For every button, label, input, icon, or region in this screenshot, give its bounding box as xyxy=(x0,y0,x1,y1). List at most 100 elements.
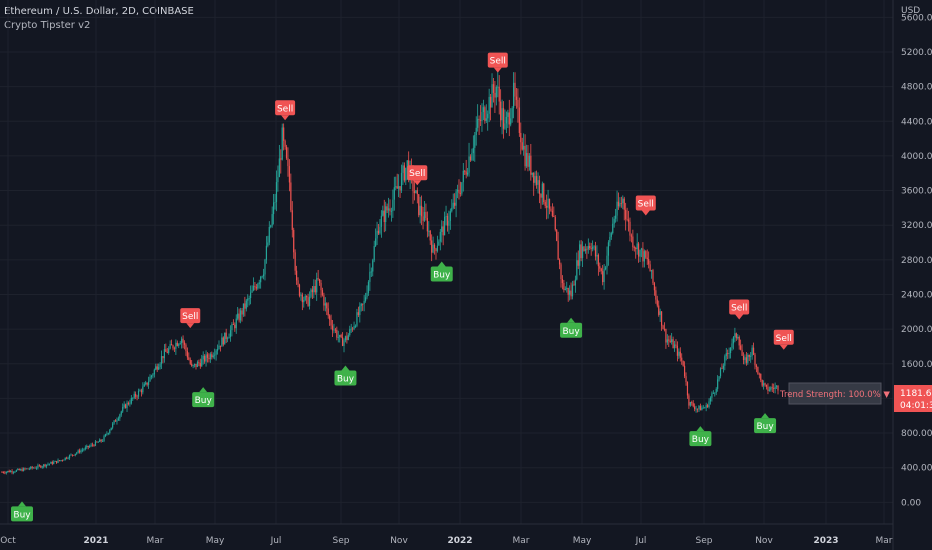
candle-body xyxy=(442,226,444,236)
candle-body xyxy=(757,367,759,374)
candle-body xyxy=(169,344,171,349)
x-tick-label: May xyxy=(573,536,592,546)
candle-body xyxy=(691,402,693,404)
candle-body xyxy=(93,445,95,446)
candle-body xyxy=(659,311,661,315)
last-price-tag: 1181.69 04:01:39 xyxy=(894,385,932,412)
candle-body xyxy=(748,354,750,357)
candle-body xyxy=(715,388,717,393)
grid xyxy=(0,0,893,524)
countdown: 04:01:39 xyxy=(900,401,932,411)
candle-body xyxy=(504,123,506,129)
candle-body xyxy=(212,355,214,358)
y-tick-label: 2800.00 xyxy=(901,256,932,266)
candle-body xyxy=(229,330,232,337)
candle-body xyxy=(666,339,668,343)
candle-body xyxy=(149,376,151,382)
candle-body xyxy=(433,244,436,249)
candle-body xyxy=(405,167,407,181)
candle-body xyxy=(137,390,140,397)
candle-body xyxy=(133,393,135,398)
candle-body xyxy=(764,383,766,385)
candle-body xyxy=(160,356,163,364)
signal-label: Buy xyxy=(337,374,355,384)
candle-body xyxy=(122,406,124,412)
candle-body xyxy=(732,337,735,344)
candle-body xyxy=(54,460,56,462)
candle-body xyxy=(139,390,141,392)
x-tick-label: Jul xyxy=(635,536,647,546)
x-tick-label: 2021 xyxy=(83,536,108,546)
candle-body xyxy=(181,338,183,344)
candle-body xyxy=(482,107,485,113)
candle-body xyxy=(90,444,92,447)
candle-body xyxy=(574,279,576,286)
candle-body xyxy=(48,463,51,465)
indicator-name[interactable]: Crypto Tipster v2 xyxy=(4,20,91,31)
candle-body xyxy=(244,303,246,309)
y-tick-label: 3600.00 xyxy=(901,187,932,197)
candle-body xyxy=(352,328,354,330)
sell-signal: Sell xyxy=(773,329,794,350)
candle-body xyxy=(344,336,347,341)
candle-body xyxy=(689,402,691,406)
candle-body xyxy=(399,186,401,191)
candle-body xyxy=(445,216,447,217)
candle-body xyxy=(566,287,568,289)
candle-body xyxy=(738,337,740,346)
candle-body xyxy=(643,251,645,262)
candle-body xyxy=(633,247,635,249)
candle-body xyxy=(729,347,732,353)
candle-body xyxy=(104,434,107,437)
candle-body xyxy=(650,270,653,272)
candle-body xyxy=(201,359,203,367)
candle-body xyxy=(103,436,105,442)
signal-label: Buy xyxy=(692,435,710,445)
time-axis[interactable]: Oct 2021 Mar May Jul Sep Nov 2022 Mar May Jul Sep No… xyxy=(0,536,893,546)
candle-body xyxy=(751,347,753,356)
candle-body xyxy=(12,472,15,473)
candle-body xyxy=(360,303,362,306)
candle-body xyxy=(492,84,495,93)
candle-body xyxy=(239,310,242,321)
candle-body xyxy=(632,236,634,248)
candle-body xyxy=(416,190,418,195)
candle-body xyxy=(581,246,584,258)
candle-body xyxy=(306,295,308,298)
candle-body xyxy=(718,376,720,380)
candle-body xyxy=(686,382,689,396)
candle-body xyxy=(47,464,49,465)
candle-body xyxy=(277,177,279,183)
candle-body xyxy=(152,374,154,376)
candle-body xyxy=(446,216,449,226)
candle-body xyxy=(51,461,53,464)
candle-body xyxy=(189,359,191,364)
candle-body xyxy=(546,205,548,208)
candle-body xyxy=(324,303,326,306)
candle-body xyxy=(594,246,597,257)
candle-body xyxy=(471,153,473,161)
candle-body xyxy=(548,198,551,209)
candle-body xyxy=(459,193,462,194)
candle-body xyxy=(423,211,426,221)
candle-body xyxy=(603,269,605,283)
candle-body xyxy=(701,407,703,411)
candle-body xyxy=(418,194,420,216)
candle-body xyxy=(86,445,88,448)
candle-body xyxy=(688,395,690,406)
price-axis[interactable]: 0.00400.00800.001200.001600.002000.00240… xyxy=(901,13,932,508)
candle-body xyxy=(636,243,638,250)
candle-body xyxy=(265,245,268,260)
candle-body xyxy=(290,182,292,211)
candle-body xyxy=(33,467,35,469)
sell-signal: Sell xyxy=(635,195,656,216)
candle-body xyxy=(550,208,552,211)
candle-body xyxy=(227,338,229,340)
candle-body xyxy=(556,229,558,241)
candle-body xyxy=(175,342,177,349)
candle-body xyxy=(648,259,650,265)
candle-body xyxy=(579,244,581,266)
candle-body xyxy=(314,286,316,293)
candle-body xyxy=(196,362,199,367)
